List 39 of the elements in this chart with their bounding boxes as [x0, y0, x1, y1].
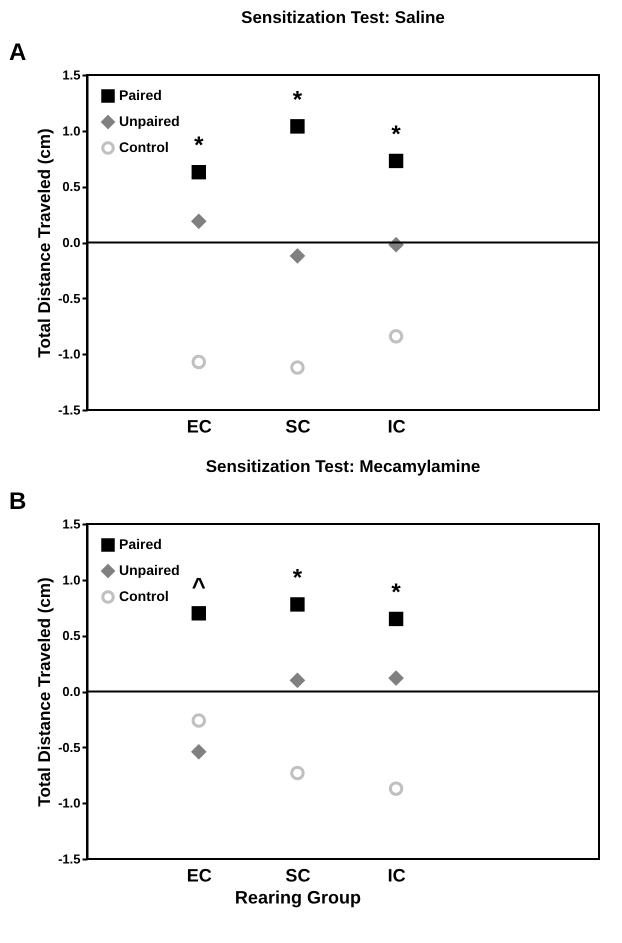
y-tick-label: 0.0 [62, 235, 80, 250]
y-tick-label: 1.5 [62, 516, 80, 532]
y-tick-label: 0.0 [62, 684, 80, 699]
x-tick-label: SC [285, 866, 310, 886]
x-tick-label: SC [285, 416, 310, 436]
y-tick-label: -0.5 [58, 290, 80, 306]
y-tick-label: 0.5 [62, 179, 80, 194]
legend-label: Unpaired [119, 113, 180, 129]
annotation: * [292, 564, 303, 592]
chart-title: Sensitization Test: Mecamylamine [206, 457, 480, 476]
text: A [9, 39, 26, 66]
x-tick-label: IC [388, 416, 406, 436]
y-tick-label: 1.0 [62, 572, 80, 588]
y-tick-label: 1.0 [62, 123, 80, 138]
x-tick-label: EC [186, 416, 212, 436]
y-tick-label: -0.5 [58, 740, 80, 755]
y-tick-label: 1.5 [62, 68, 80, 82]
y-tick-label: -1.5 [58, 852, 80, 866]
x-tick-label: EC [186, 866, 212, 886]
legend-label: Paired [119, 87, 162, 103]
annotation: * [194, 132, 204, 160]
annotation: * [292, 86, 303, 114]
x-tick-label: IC [388, 866, 406, 886]
legend-label: Control [119, 588, 169, 604]
legend-label: Control [119, 139, 169, 155]
legend-label: Unpaired [119, 562, 180, 578]
annotation: * [391, 120, 402, 148]
annotation: * [391, 578, 402, 606]
text: B [9, 488, 26, 515]
y-tick-label: -1.5 [58, 402, 80, 418]
y-tick-label: -1.0 [58, 346, 80, 362]
chart-title: Sensitization Test: Saline [241, 8, 445, 27]
y-tick-label: -1.0 [58, 796, 80, 811]
y-tick-label: 0.5 [62, 628, 80, 644]
x-axis-title: Rearing Group [234, 888, 361, 908]
y-axis-title: Total Distance Traveled (cm) [35, 128, 54, 358]
annotation: ^ [192, 573, 206, 600]
y-axis-title: Total Distance Traveled (cm) [35, 577, 54, 807]
legend-label: Paired [119, 536, 162, 552]
